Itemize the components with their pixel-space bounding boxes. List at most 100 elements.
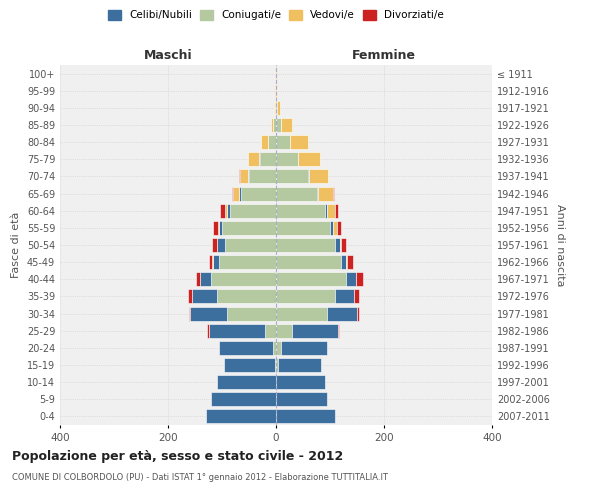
Bar (332, 186, 334, 200)
Bar (241, 186, 276, 200)
Bar (225, 204, 227, 218)
Bar (276, 84, 277, 98)
Bar (265, 324, 276, 338)
Bar (214, 221, 218, 235)
Bar (276, 118, 281, 132)
Bar (328, 306, 357, 320)
Bar (239, 186, 241, 200)
Bar (262, 135, 268, 149)
Bar (275, 358, 276, 372)
Bar (317, 186, 332, 200)
Bar (212, 238, 217, 252)
Bar (274, 101, 275, 115)
Y-axis label: Anni di nascita: Anni di nascita (555, 204, 565, 286)
Bar (276, 290, 335, 304)
Bar (338, 324, 339, 338)
Bar (211, 272, 276, 286)
Text: COMUNE DI COLBORDOLO (PU) - Dati ISTAT 1° gennaio 2012 - Elaborazione TUTTITALIA: COMUNE DI COLBORDOLO (PU) - Dati ISTAT 1… (12, 472, 388, 482)
Bar (341, 255, 346, 269)
Bar (222, 221, 276, 235)
Bar (274, 118, 276, 132)
Bar (276, 238, 335, 252)
Bar (209, 324, 265, 338)
Bar (276, 324, 292, 338)
Bar (276, 221, 330, 235)
Bar (330, 221, 332, 235)
Bar (292, 324, 338, 338)
Bar (227, 306, 276, 320)
Bar (220, 255, 276, 269)
Bar (325, 204, 327, 218)
Bar (276, 306, 328, 320)
Bar (332, 221, 337, 235)
Bar (225, 238, 276, 252)
Bar (356, 272, 363, 286)
Bar (190, 306, 227, 320)
Bar (233, 186, 239, 200)
Text: Maschi: Maschi (143, 48, 193, 62)
Bar (340, 238, 341, 252)
Bar (278, 358, 321, 372)
Bar (276, 152, 298, 166)
Text: Femmine: Femmine (352, 48, 416, 62)
Bar (209, 255, 212, 269)
Bar (248, 170, 249, 183)
Bar (276, 410, 335, 424)
Bar (196, 272, 200, 286)
Bar (206, 410, 276, 424)
Bar (260, 152, 276, 166)
Bar (268, 135, 276, 149)
Bar (341, 238, 346, 252)
Bar (230, 204, 276, 218)
Bar (200, 272, 211, 286)
Bar (220, 341, 274, 355)
Bar (309, 170, 328, 183)
Bar (276, 358, 278, 372)
Bar (240, 170, 248, 183)
Bar (337, 221, 341, 235)
Bar (276, 272, 346, 286)
Bar (276, 204, 325, 218)
Text: Popolazione per età, sesso e stato civile - 2012: Popolazione per età, sesso e stato civil… (12, 450, 343, 463)
Bar (347, 255, 353, 269)
Bar (208, 324, 209, 338)
Bar (224, 358, 275, 372)
Legend: Celibi/Nubili, Coniugati/e, Vedovi/e, Divorziati/e: Celibi/Nubili, Coniugati/e, Vedovi/e, Di… (108, 10, 444, 20)
Bar (276, 341, 281, 355)
Bar (276, 135, 290, 149)
Bar (276, 255, 341, 269)
Bar (327, 204, 335, 218)
Bar (239, 170, 240, 183)
Y-axis label: Fasce di età: Fasce di età (11, 212, 21, 278)
Bar (193, 290, 217, 304)
Bar (227, 204, 230, 218)
Bar (218, 221, 219, 235)
Bar (217, 290, 276, 304)
Bar (281, 118, 292, 132)
Bar (276, 392, 328, 406)
Bar (335, 238, 340, 252)
Bar (188, 306, 190, 320)
Bar (276, 186, 317, 200)
Bar (335, 204, 338, 218)
Bar (248, 152, 259, 166)
Bar (276, 170, 308, 183)
Bar (211, 392, 276, 406)
Bar (274, 341, 276, 355)
Bar (188, 290, 193, 304)
Bar (298, 152, 320, 166)
Bar (354, 290, 359, 304)
Bar (276, 101, 277, 115)
Bar (232, 186, 233, 200)
Bar (357, 306, 359, 320)
Bar (290, 135, 308, 149)
Bar (281, 341, 328, 355)
Bar (220, 204, 225, 218)
Bar (219, 221, 222, 235)
Bar (277, 101, 280, 115)
Bar (217, 375, 276, 389)
Bar (249, 170, 276, 183)
Bar (335, 290, 354, 304)
Bar (346, 255, 347, 269)
Bar (346, 272, 356, 286)
